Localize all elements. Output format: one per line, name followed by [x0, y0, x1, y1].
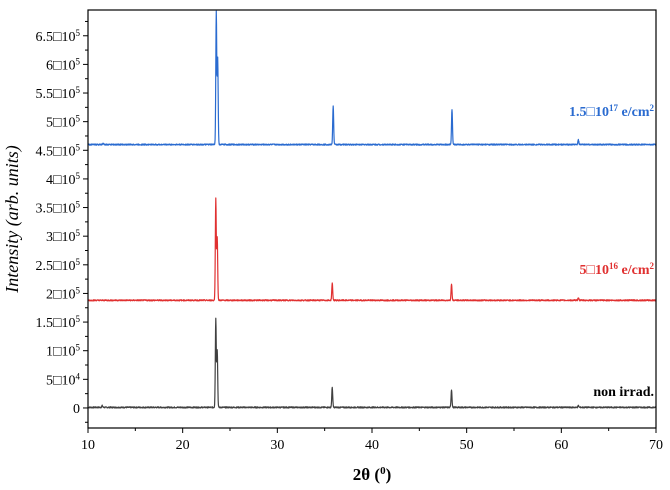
series-label-1: 5□1016 e/cm2: [580, 261, 655, 278]
plot-frame: [87, 9, 657, 429]
y-tick-label: 1□105: [46, 343, 80, 360]
series-line-0: [87, 317, 657, 409]
y-tick-label: 3.5□105: [36, 200, 81, 217]
y-tick-label: 0: [73, 402, 80, 417]
labels-layer: 2θ (0) Intensity (arb. units) non irrad. 5□…: [2, 103, 655, 484]
x-tick-label: 20: [176, 438, 190, 453]
x-tick-label: 50: [460, 438, 474, 453]
y-tick-label: 5□104: [46, 371, 80, 388]
series-layer: [87, 10, 657, 409]
y-tick-label: 5.5□105: [36, 85, 81, 102]
x-tick-label: 70: [649, 438, 663, 453]
y-tick-label: 6.5□105: [36, 28, 81, 45]
y-tick-label: 3□105: [46, 228, 80, 245]
x-tick-label: 40: [365, 438, 379, 453]
y-tick-label: 6□105: [46, 56, 80, 73]
y-tick-label: 4.5□105: [36, 142, 81, 159]
series-line-1: [87, 197, 657, 302]
y-tick-label: 5□105: [46, 114, 80, 131]
y-tick-label: 4□105: [46, 171, 80, 188]
x-axis-title: 2θ (0): [353, 465, 391, 484]
series-label-2: 1.5□1017 e/cm2: [569, 103, 654, 120]
x-tick-label: 30: [270, 438, 284, 453]
series-line-2: [87, 10, 657, 146]
x-tick-label: 60: [554, 438, 568, 453]
y-tick-label: 2.5□105: [36, 257, 81, 274]
y-tick-label: 2□105: [46, 285, 80, 302]
series-label-0: non irrad.: [593, 385, 654, 400]
axes-layer: 10 20 30 40 50 60 70 0 5□104 1□105 1.5□105 2□105 2.5…: [36, 9, 663, 453]
y-axis-title: Intensity (arb. units): [2, 145, 23, 293]
x-tick-label: 10: [81, 438, 95, 453]
y-tick-label: 1.5□105: [36, 314, 81, 331]
